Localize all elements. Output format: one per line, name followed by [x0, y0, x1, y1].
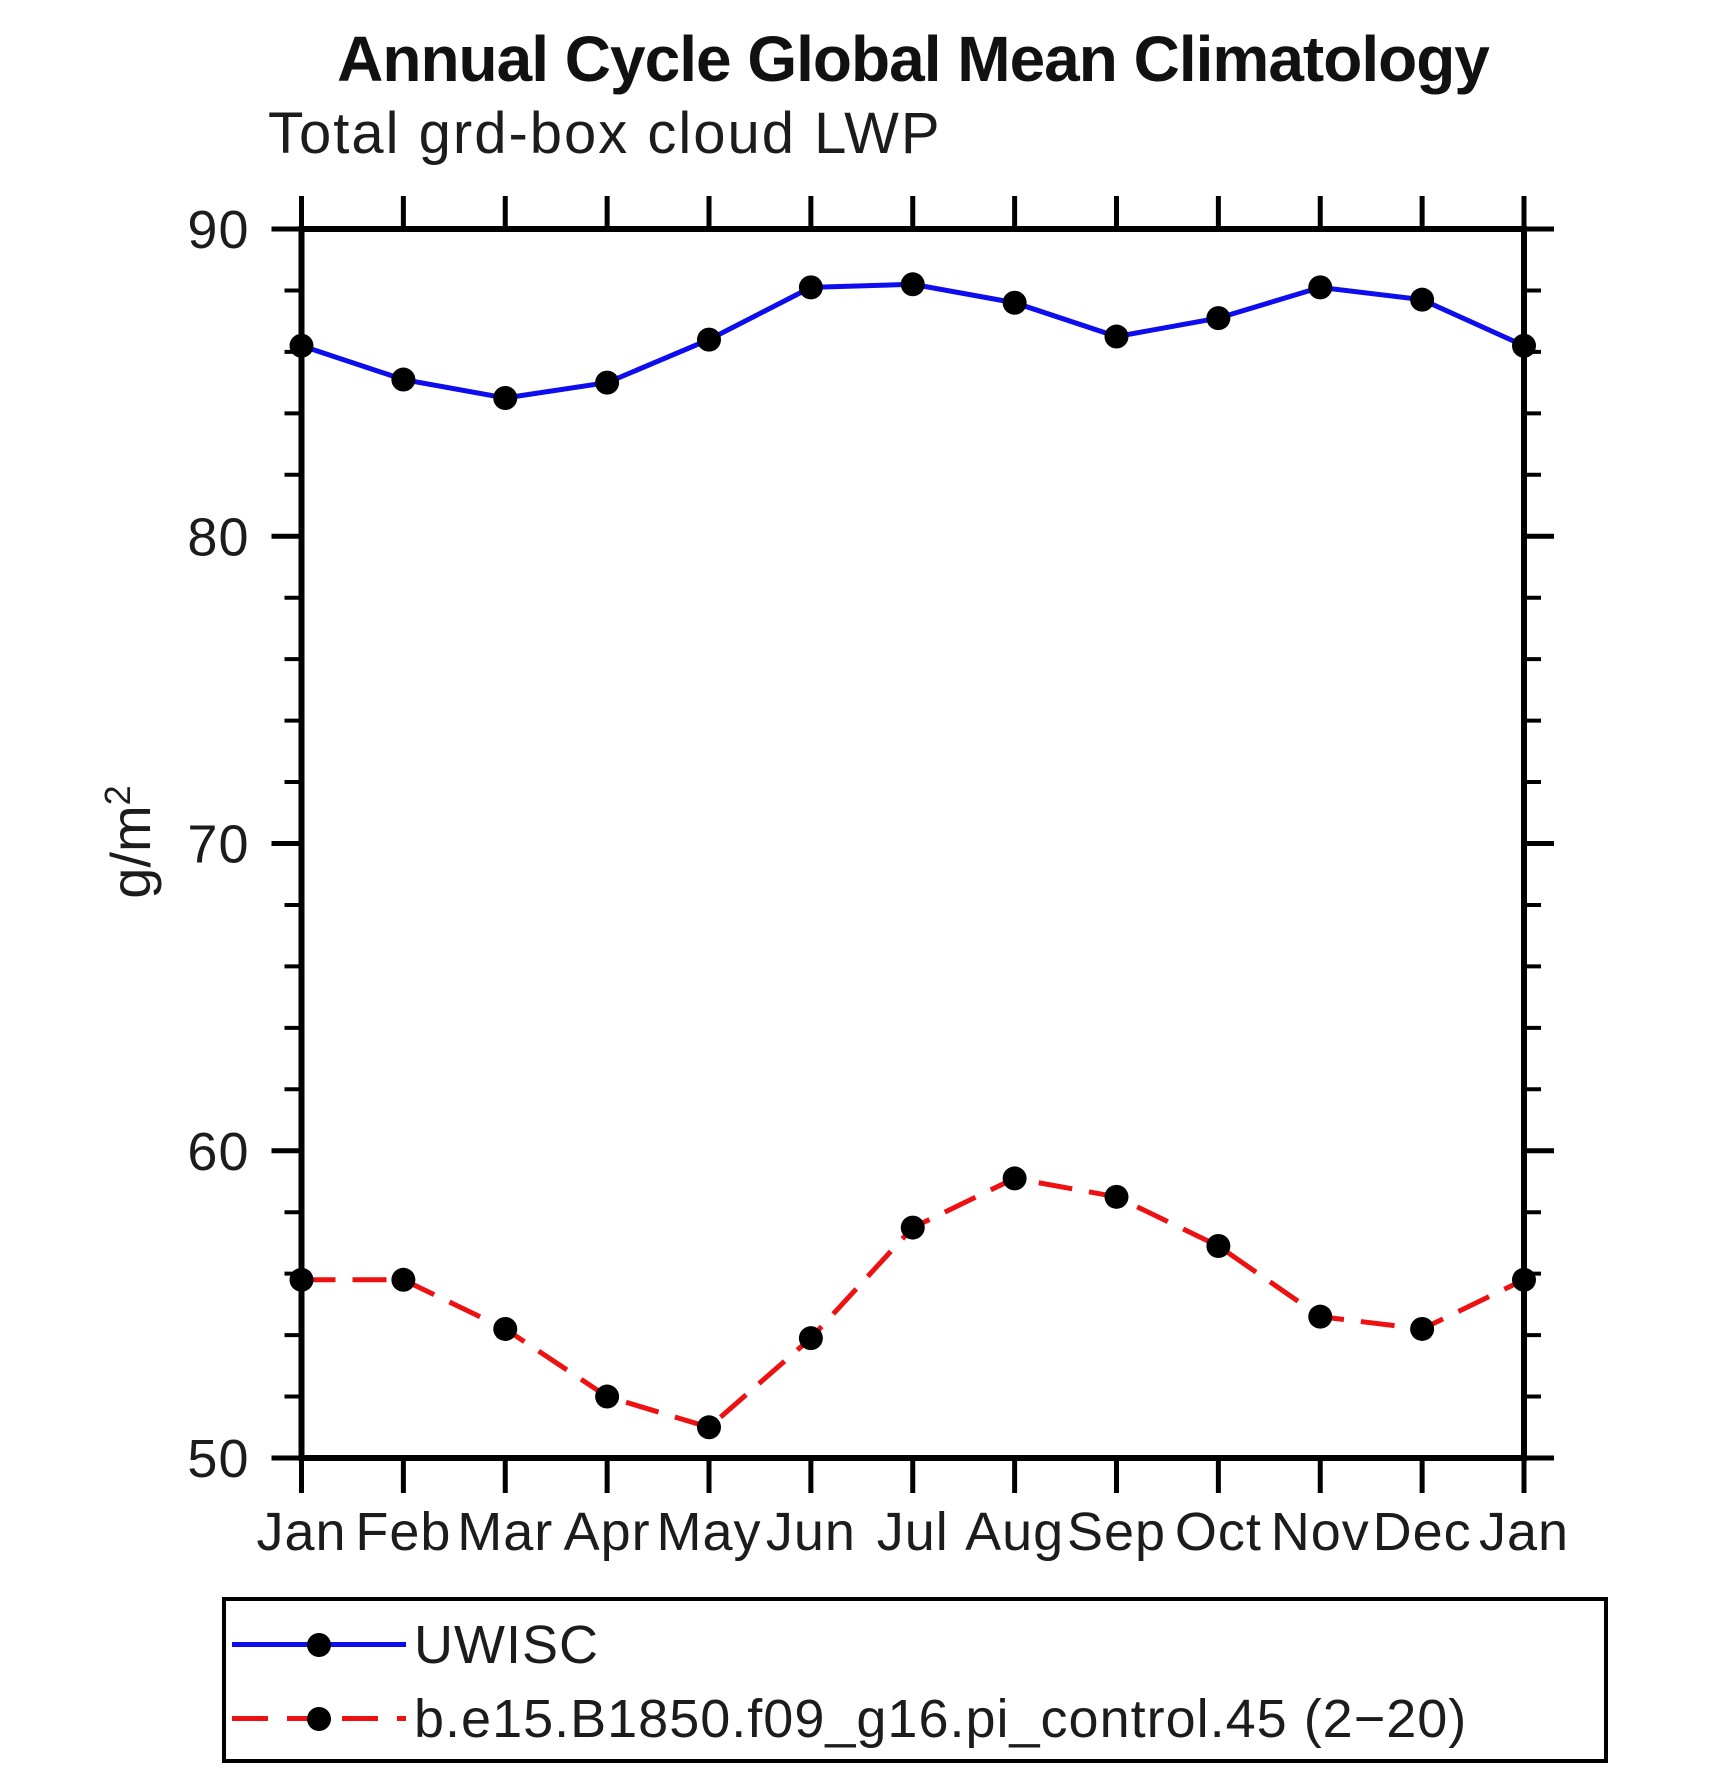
data-point-marker: [493, 385, 518, 410]
legend: UWISC b.e15.B1850.f09_g16.pi_control.45 …: [222, 1597, 1608, 1763]
chart-title: Annual Cycle Global Mean Climatology: [337, 23, 1490, 95]
marker-dot-icon: [307, 1707, 331, 1731]
plot-frame: [298, 226, 1527, 1461]
data-point-marker: [1002, 290, 1027, 315]
legend-entry-uwisc: UWISC: [226, 1608, 1604, 1682]
data-point-marker: [1104, 1184, 1129, 1209]
data-point-marker: [1206, 306, 1231, 331]
legend-entry-model: b.e15.B1850.f09_g16.pi_control.45 (2−20): [226, 1682, 1604, 1756]
x-axis-tick-label: Jan: [1479, 1502, 1569, 1562]
legend-line-sample-solid: [232, 1632, 406, 1658]
x-axis-tick-label: Feb: [355, 1502, 451, 1562]
data-point-marker: [697, 327, 721, 352]
data-point-marker: [493, 1316, 518, 1341]
data-point-marker: [595, 370, 620, 395]
y-axis-tick-label: 60: [187, 1122, 249, 1182]
data-point-marker: [798, 275, 823, 300]
series-line: [300, 281, 1526, 401]
data-point-marker: [1308, 275, 1333, 300]
marker-dot-icon: [307, 1633, 331, 1657]
data-point-marker: [900, 272, 925, 297]
data-point-marker: [1512, 333, 1536, 358]
data-point-marker: [289, 1267, 314, 1292]
x-axis-tick-label: Apr: [564, 1502, 651, 1562]
y-axis-tick-label: 80: [187, 507, 249, 567]
y-axis-tick-label: 90: [187, 200, 249, 260]
x-axis-tick-label: Jul: [877, 1502, 949, 1562]
chart-subtitle: Total grd-box cloud LWP: [268, 101, 942, 166]
data-point-marker: [1410, 287, 1435, 312]
x-axis-tick-label: Jan: [256, 1502, 346, 1562]
data-point-marker: [391, 1267, 416, 1292]
data-point-marker: [391, 367, 416, 392]
x-axis-tick-label: Jun: [766, 1502, 856, 1562]
data-point-marker: [900, 1215, 925, 1240]
x-axis-tick-label: Nov: [1271, 1502, 1370, 1562]
y-axis-tick-label: 70: [187, 815, 249, 875]
data-point-marker: [1410, 1316, 1435, 1341]
data-point-marker: [289, 333, 314, 358]
x-axis-tick-label: Dec: [1373, 1502, 1472, 1562]
y-axis-tick-label: 50: [187, 1429, 249, 1489]
data-point-marker: [1206, 1233, 1231, 1258]
x-axis-tick-label: Sep: [1067, 1502, 1166, 1562]
data-point-marker: [1512, 1267, 1536, 1292]
data-point-marker: [1104, 324, 1129, 349]
data-point-marker: [1002, 1166, 1027, 1191]
x-axis-tick-label: Aug: [965, 1502, 1064, 1562]
legend-label: UWISC: [414, 1615, 599, 1675]
data-point-marker: [595, 1384, 620, 1409]
data-point-marker: [1308, 1304, 1333, 1329]
x-axis-tick-label: Oct: [1175, 1502, 1262, 1562]
legend-label: b.e15.B1850.f09_g16.pi_control.45 (2−20): [414, 1689, 1468, 1749]
data-point-marker: [697, 1415, 721, 1440]
x-axis-tick-label: Mar: [457, 1502, 553, 1562]
legend-line-sample-dashed: [232, 1706, 406, 1732]
data-point-marker: [798, 1326, 823, 1351]
x-axis-tick-label: May: [656, 1502, 761, 1562]
